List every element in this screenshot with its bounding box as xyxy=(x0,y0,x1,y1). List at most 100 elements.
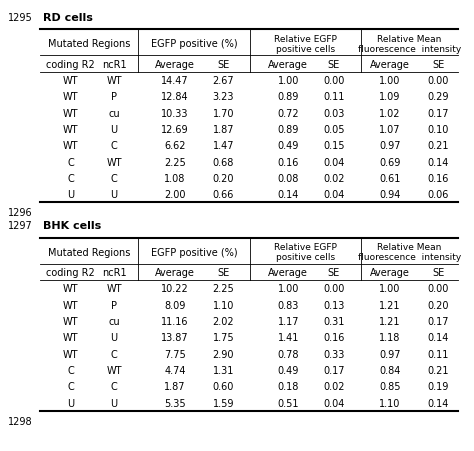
Text: 1.75: 1.75 xyxy=(213,333,234,343)
Text: ncR1: ncR1 xyxy=(102,268,127,278)
Text: EGFP positive (%): EGFP positive (%) xyxy=(151,247,237,257)
Text: 0.94: 0.94 xyxy=(379,190,401,200)
Text: WT: WT xyxy=(63,92,78,102)
Text: 0.85: 0.85 xyxy=(379,382,401,391)
Text: Relative Mean
fluorescence  intensity: Relative Mean fluorescence intensity xyxy=(357,34,461,54)
Text: Average: Average xyxy=(370,268,410,278)
Text: C: C xyxy=(111,174,118,184)
Text: 12.69: 12.69 xyxy=(161,124,189,135)
Text: 0.61: 0.61 xyxy=(379,174,401,184)
Text: 7.75: 7.75 xyxy=(164,349,186,359)
Text: 0.05: 0.05 xyxy=(323,124,345,135)
Text: 14.47: 14.47 xyxy=(161,76,189,86)
Text: 0.33: 0.33 xyxy=(323,349,345,359)
Text: 0.14: 0.14 xyxy=(428,333,449,343)
Text: Average: Average xyxy=(268,60,308,70)
Text: 0.78: 0.78 xyxy=(277,349,299,359)
Text: Mutated Regions: Mutated Regions xyxy=(48,247,130,257)
Text: WT: WT xyxy=(106,76,122,86)
Text: 1.08: 1.08 xyxy=(164,174,186,184)
Text: 1.41: 1.41 xyxy=(278,333,299,343)
Text: 1.21: 1.21 xyxy=(379,300,401,310)
Text: 8.09: 8.09 xyxy=(164,300,186,310)
Text: SE: SE xyxy=(432,60,444,70)
Text: 0.13: 0.13 xyxy=(323,300,345,310)
Text: 0.66: 0.66 xyxy=(213,190,234,200)
Text: Relative Mean
fluorescence  intensity: Relative Mean fluorescence intensity xyxy=(357,243,461,262)
Text: 0.17: 0.17 xyxy=(428,108,449,118)
Text: Relative EGFP
positive cells: Relative EGFP positive cells xyxy=(273,243,337,262)
Text: 1.10: 1.10 xyxy=(213,300,234,310)
Text: 0.04: 0.04 xyxy=(323,190,345,200)
Text: WT: WT xyxy=(63,333,78,343)
Text: 12.84: 12.84 xyxy=(161,92,189,102)
Text: C: C xyxy=(67,382,74,391)
Text: 0.69: 0.69 xyxy=(379,157,401,167)
Text: 0.16: 0.16 xyxy=(428,174,449,184)
Text: 0.00: 0.00 xyxy=(428,76,449,86)
Text: 0.03: 0.03 xyxy=(323,108,345,118)
Text: SE: SE xyxy=(432,268,444,278)
Text: 2.00: 2.00 xyxy=(164,190,186,200)
Text: WT: WT xyxy=(63,316,78,327)
Text: 5.35: 5.35 xyxy=(164,398,186,408)
Text: 4.74: 4.74 xyxy=(164,365,186,375)
Text: U: U xyxy=(110,333,118,343)
Text: 2.02: 2.02 xyxy=(213,316,234,327)
Text: U: U xyxy=(110,398,118,408)
Text: 1.17: 1.17 xyxy=(277,316,299,327)
Text: Average: Average xyxy=(155,60,195,70)
Text: cu: cu xyxy=(108,108,120,118)
Text: coding R2: coding R2 xyxy=(46,268,95,278)
Text: P: P xyxy=(111,300,117,310)
Text: 1298: 1298 xyxy=(8,416,32,426)
Text: WT: WT xyxy=(106,157,122,167)
Text: 0.00: 0.00 xyxy=(323,284,345,294)
Text: 1296: 1296 xyxy=(8,208,32,218)
Text: 10.33: 10.33 xyxy=(161,108,189,118)
Text: 0.21: 0.21 xyxy=(428,365,449,375)
Text: 0.00: 0.00 xyxy=(428,284,449,294)
Text: 0.15: 0.15 xyxy=(323,141,345,151)
Text: WT: WT xyxy=(63,284,78,294)
Text: 1.70: 1.70 xyxy=(213,108,234,118)
Text: 10.22: 10.22 xyxy=(161,284,189,294)
Text: 0.21: 0.21 xyxy=(428,141,449,151)
Text: 1.47: 1.47 xyxy=(213,141,234,151)
Text: WT: WT xyxy=(63,108,78,118)
Text: 0.83: 0.83 xyxy=(278,300,299,310)
Text: 2.25: 2.25 xyxy=(164,157,186,167)
Text: 0.29: 0.29 xyxy=(428,92,449,102)
Text: U: U xyxy=(110,190,118,200)
Text: SE: SE xyxy=(328,60,340,70)
Text: U: U xyxy=(110,124,118,135)
Text: WT: WT xyxy=(63,141,78,151)
Text: RD cells: RD cells xyxy=(44,13,93,23)
Text: 0.16: 0.16 xyxy=(278,157,299,167)
Text: 1.21: 1.21 xyxy=(379,316,401,327)
Text: P: P xyxy=(111,92,117,102)
Text: 1.59: 1.59 xyxy=(213,398,234,408)
Text: BHK cells: BHK cells xyxy=(44,221,101,230)
Text: U: U xyxy=(67,190,74,200)
Text: 0.60: 0.60 xyxy=(213,382,234,391)
Text: WT: WT xyxy=(106,284,122,294)
Text: 0.89: 0.89 xyxy=(278,92,299,102)
Text: 1.87: 1.87 xyxy=(213,124,234,135)
Text: 6.62: 6.62 xyxy=(164,141,186,151)
Text: 0.19: 0.19 xyxy=(428,382,449,391)
Text: 0.89: 0.89 xyxy=(278,124,299,135)
Text: 0.02: 0.02 xyxy=(323,382,345,391)
Text: SE: SE xyxy=(328,268,340,278)
Text: 1.31: 1.31 xyxy=(213,365,234,375)
Text: 0.49: 0.49 xyxy=(278,365,299,375)
Text: 0.31: 0.31 xyxy=(323,316,345,327)
Text: 0.97: 0.97 xyxy=(379,349,401,359)
Text: 0.16: 0.16 xyxy=(323,333,345,343)
Text: 0.17: 0.17 xyxy=(428,316,449,327)
Text: 0.72: 0.72 xyxy=(277,108,299,118)
Text: 0.02: 0.02 xyxy=(323,174,345,184)
Text: 0.49: 0.49 xyxy=(278,141,299,151)
Text: 2.25: 2.25 xyxy=(212,284,234,294)
Text: SE: SE xyxy=(217,268,229,278)
